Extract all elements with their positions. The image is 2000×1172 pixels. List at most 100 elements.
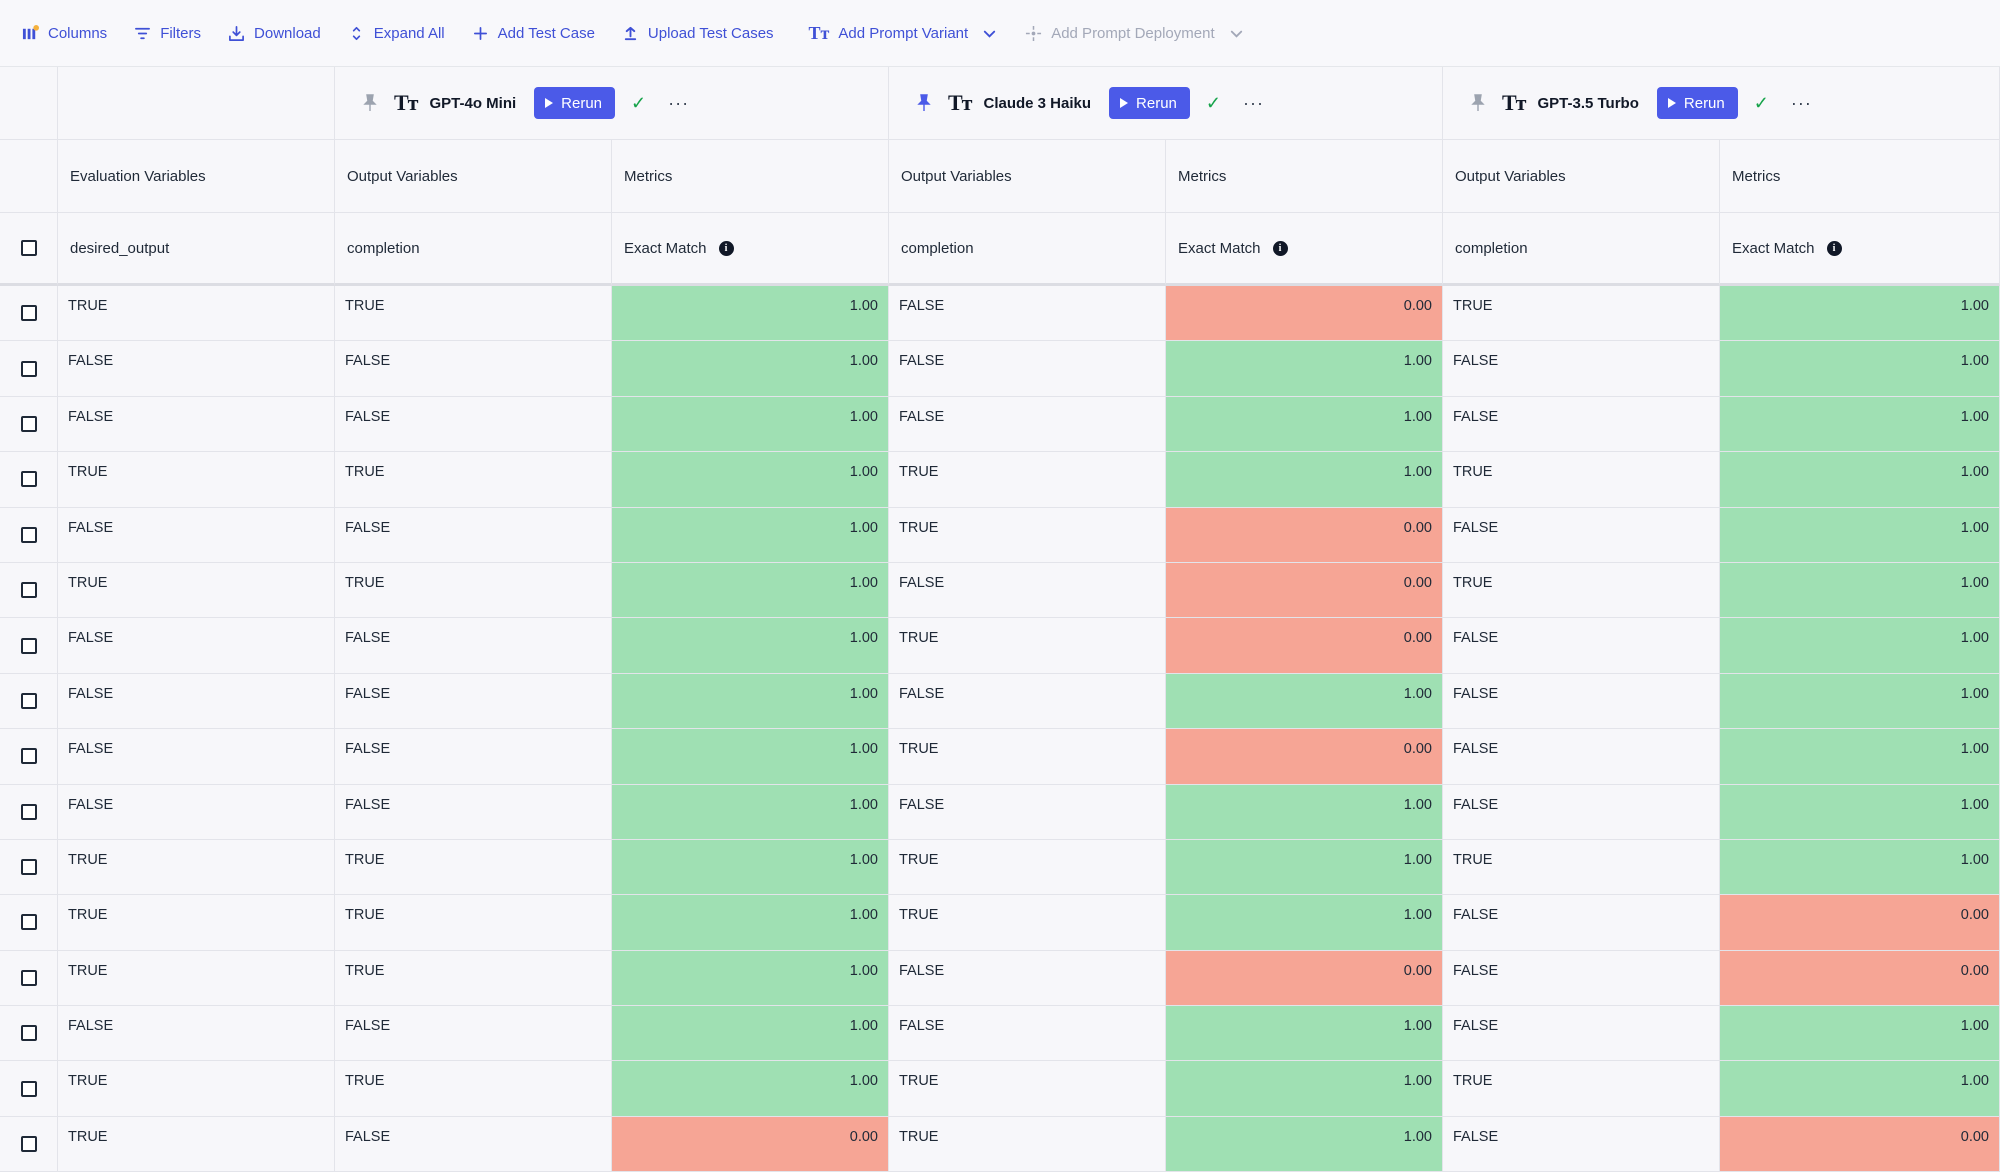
row-checkbox[interactable] — [20, 305, 37, 322]
desired-output-cell: FALSE — [58, 507, 335, 563]
completion-header: completion — [889, 213, 1166, 286]
rerun-button[interactable]: Rerun — [1656, 87, 1738, 119]
text-format-icon: Tт — [948, 90, 973, 115]
row-checkbox[interactable] — [20, 859, 37, 876]
completion-cell: TRUE — [335, 895, 612, 951]
pin-icon[interactable] — [914, 93, 934, 113]
rerun-button[interactable]: Rerun — [1109, 87, 1190, 119]
model-name: GPT-3.5 Turbo — [1537, 94, 1639, 112]
exact-match-cell: 1.00 — [612, 452, 889, 508]
row-checkbox[interactable] — [20, 748, 37, 765]
row-checkbox[interactable] — [20, 1136, 37, 1153]
metrics-header: Metrics — [1166, 140, 1443, 213]
filters-button[interactable]: Filters — [134, 25, 201, 42]
desired-output-cell: FALSE — [58, 673, 335, 730]
row-select-cell — [0, 895, 58, 951]
completion-cell: FALSE — [889, 1006, 1166, 1062]
output-variables-header: Output Variables — [889, 140, 1166, 213]
add-test-case-button[interactable]: Add Test Case — [472, 25, 595, 42]
completion-cell: TRUE — [889, 452, 1166, 508]
row-select-cell — [0, 950, 58, 1007]
download-button[interactable]: Download — [228, 25, 321, 42]
check-icon: ✓ — [631, 92, 647, 113]
row-checkbox[interactable] — [20, 526, 37, 543]
completion-cell: FALSE — [889, 673, 1166, 730]
desired-output-cell: TRUE — [58, 895, 335, 951]
download-icon — [229, 25, 244, 41]
completion-cell: FALSE — [889, 784, 1166, 840]
completion-cell: FALSE — [889, 396, 1166, 453]
exact-match-header: Exact Match i — [1166, 213, 1443, 286]
exact-match-cell: 1.00 — [612, 895, 889, 951]
expand-all-button[interactable]: Expand All — [348, 25, 445, 42]
row-checkbox[interactable] — [20, 360, 37, 377]
chevron-down-icon — [984, 30, 996, 38]
row-checkbox[interactable] — [20, 692, 37, 709]
exact-match-cell: 1.00 — [1720, 618, 2000, 674]
exact-match-cell: 1.00 — [1720, 729, 2000, 785]
rerun-label: Rerun — [1683, 94, 1725, 112]
exact-match-cell: 1.00 — [612, 396, 889, 453]
select-all-checkbox[interactable] — [20, 240, 37, 256]
add-prompt-deployment-button[interactable]: Add Prompt Deployment — [1025, 25, 1244, 42]
row-checkbox[interactable] — [20, 914, 37, 931]
row-checkbox[interactable] — [20, 803, 37, 820]
exact-match-cell: 1.00 — [1720, 396, 2000, 453]
output-variables-header: Output Variables — [335, 140, 612, 213]
row-checkbox[interactable] — [20, 471, 37, 488]
completion-cell: TRUE — [889, 507, 1166, 563]
row-checkbox[interactable] — [20, 637, 37, 654]
text-format-icon: Tт — [394, 90, 419, 115]
pin-icon[interactable] — [1468, 93, 1488, 113]
toolbar: Columns Filters Download Expand All Add … — [0, 0, 2000, 67]
exact-match-cell: 1.00 — [1720, 839, 2000, 896]
exact-match-cell: 1.00 — [612, 729, 889, 785]
expand-all-label: Expand All — [373, 24, 445, 42]
more-options-icon[interactable]: ··· — [1242, 92, 1264, 113]
eval-header-blank — [58, 67, 335, 140]
more-options-icon[interactable]: ··· — [668, 92, 690, 113]
exact-match-cell: 1.00 — [612, 562, 889, 619]
evaluation-variables-header: Evaluation Variables — [58, 140, 335, 213]
columns-button[interactable]: Columns — [22, 24, 107, 42]
upload-test-cases-button[interactable]: Upload Test Cases — [622, 25, 774, 42]
row-checkbox[interactable] — [20, 415, 37, 432]
row-checkbox[interactable] — [20, 1080, 37, 1097]
completion-cell: TRUE — [335, 562, 612, 619]
row-select-cell — [0, 618, 58, 674]
play-icon — [1120, 98, 1129, 108]
rerun-button[interactable]: Rerun — [534, 87, 616, 119]
info-icon[interactable]: i — [718, 240, 734, 256]
completion-cell: FALSE — [1443, 396, 1720, 453]
exact-match-label: Exact Match — [1732, 239, 1815, 257]
add-prompt-variant-button[interactable]: Tт Add Prompt Variant — [809, 23, 999, 44]
info-icon[interactable]: i — [1272, 240, 1288, 256]
exact-match-cell: 1.00 — [1166, 1006, 1443, 1062]
completion-cell: TRUE — [335, 1061, 612, 1117]
desired-output-cell: FALSE — [58, 341, 335, 397]
exact-match-cell: 1.00 — [1166, 396, 1443, 453]
chevron-down-icon — [1230, 30, 1242, 38]
exact-match-cell: 1.00 — [1720, 452, 2000, 508]
exact-match-cell: 1.00 — [1166, 1061, 1443, 1117]
exact-match-cell: 1.00 — [612, 286, 889, 342]
columns-icon — [22, 24, 39, 39]
exact-match-cell: 1.00 — [1166, 839, 1443, 896]
add-prompt-variant-label: Add Prompt Variant — [838, 24, 969, 42]
completion-cell: FALSE — [889, 562, 1166, 619]
row-select-cell — [0, 286, 58, 342]
desired-output-cell: TRUE — [58, 950, 335, 1007]
more-options-icon[interactable]: ··· — [1790, 92, 1812, 113]
row-checkbox[interactable] — [20, 1025, 37, 1042]
completion-cell: FALSE — [1443, 618, 1720, 674]
exact-match-cell: 1.00 — [1720, 562, 2000, 619]
info-icon[interactable]: i — [1826, 240, 1842, 256]
row-select-cell — [0, 1116, 58, 1172]
exact-match-cell: 0.00 — [1166, 507, 1443, 563]
completion-cell: TRUE — [335, 950, 612, 1007]
row-checkbox[interactable] — [20, 582, 37, 599]
row-checkbox[interactable] — [20, 969, 37, 986]
completion-cell: FALSE — [1443, 784, 1720, 840]
pin-icon[interactable] — [360, 93, 380, 113]
desired-output-cell: TRUE — [58, 839, 335, 896]
